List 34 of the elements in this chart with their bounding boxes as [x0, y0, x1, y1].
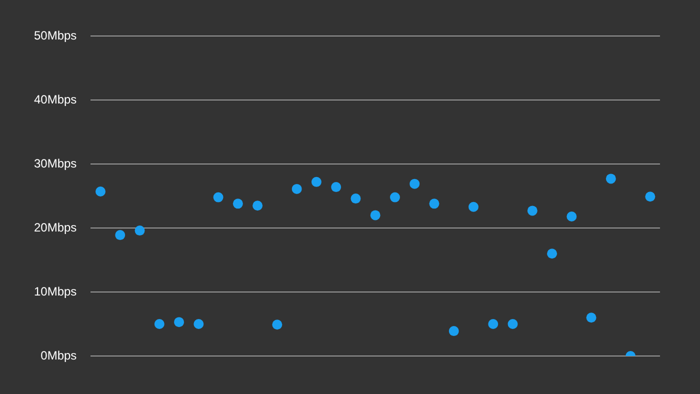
point: [429, 198, 440, 209]
point: [468, 202, 479, 212]
point: [390, 192, 400, 202]
point: [370, 210, 380, 220]
point: [508, 319, 518, 329]
point: [96, 186, 106, 197]
point: [252, 200, 263, 211]
point: [174, 317, 184, 328]
y-tick-label: 20Mbps: [34, 220, 77, 234]
point: [134, 226, 145, 236]
point: [527, 206, 538, 216]
point: [213, 192, 224, 202]
y-tick-label: 10Mbps: [34, 284, 77, 298]
point: [194, 319, 204, 329]
point: [292, 184, 302, 194]
point: [488, 319, 498, 329]
y-tick-label: 30Mbps: [34, 156, 77, 170]
point: [606, 174, 616, 184]
point: [154, 319, 164, 329]
point: [272, 320, 282, 330]
point: [311, 176, 322, 187]
point: [566, 211, 577, 222]
point: [645, 192, 656, 202]
y-tick-label: 50Mbps: [34, 28, 77, 42]
point: [547, 248, 558, 259]
point: [115, 230, 126, 240]
point: [448, 326, 459, 336]
point: [410, 178, 420, 189]
y-tick-label: 40Mbps: [34, 92, 77, 106]
point: [586, 312, 596, 323]
y-tick-label: 0Mbps: [40, 348, 77, 362]
point: [331, 182, 342, 192]
point: [232, 198, 243, 209]
point: [350, 194, 361, 204]
